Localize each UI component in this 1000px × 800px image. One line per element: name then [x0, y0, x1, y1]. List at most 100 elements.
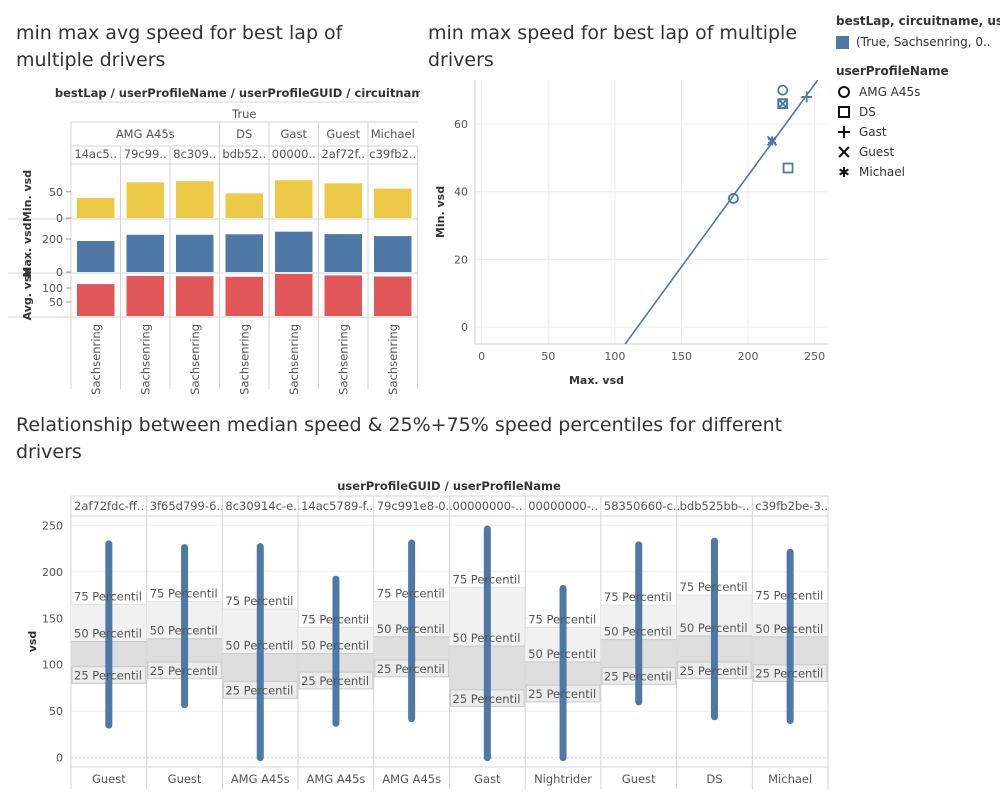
column-name-label: AMG A45s: [307, 772, 366, 786]
bar-maxvsd-2: [176, 234, 214, 272]
column-name-label: AMG A45s: [382, 772, 441, 786]
shape-legend-item-guest[interactable]: Guest: [836, 142, 1000, 162]
guid-label: c39fb2..: [369, 147, 416, 161]
circuit-label: Sachsenring: [287, 324, 301, 394]
column-name-label: Gast: [474, 772, 501, 786]
row-tick-label: 100: [42, 282, 63, 295]
bar-minvsd-3: [225, 193, 263, 218]
p25-label: 25 Percentil: [755, 667, 823, 681]
legend-symbol: [839, 167, 849, 177]
p25-label: 25 Percentil: [225, 683, 293, 697]
row-tick-label: 0: [56, 212, 63, 225]
shape-legend-label: DS: [859, 105, 876, 119]
p75-label: 75 Percentil: [604, 590, 672, 604]
guid-label: 14ac5..: [74, 147, 117, 161]
guid-label: 3f65d799-6..: [150, 499, 224, 513]
circuit-label: Sachsenring: [237, 324, 251, 394]
y-tick-label: 200: [42, 566, 63, 579]
bar-avgvsd-5: [324, 275, 362, 316]
p50-label: 50 Percentil: [453, 631, 521, 645]
circle-icon: [838, 86, 850, 98]
boxplot-chart: userProfileGUID / userProfileName 0 50 100 1…: [26, 479, 829, 789]
group-label: Gast: [281, 127, 308, 141]
shape-legend-item-ds[interactable]: DS: [836, 102, 1000, 122]
p25-label: 25 Percentil: [528, 687, 596, 701]
group-label: AMG A45s: [116, 127, 175, 141]
x-tick-label: 150: [671, 350, 692, 363]
scatter-chart: 0 50 100 150 200 250 0 20 40 60 Max. vsd Min. vsd: [434, 80, 828, 387]
color-legend-item[interactable]: (True, Sachsenring, 0..: [836, 32, 1000, 52]
point-circle-1: [777, 84, 789, 96]
point-cross-6: [777, 98, 788, 109]
y-axis-title: Min. vsd: [434, 186, 447, 238]
row-tick-label: 50: [49, 186, 63, 199]
p75-label: 75 Percentil: [225, 594, 293, 608]
bar-maxvsd-1: [126, 234, 164, 272]
point-square-4: [782, 162, 794, 174]
legend: bestLap, circuitname, use.. (True, Sachs…: [836, 14, 1000, 182]
bar-avgvsd-1: [126, 275, 164, 316]
y-tick-label: 100: [42, 659, 63, 672]
guid-label: 8c309..: [173, 147, 216, 161]
y-axis-title: vsd: [26, 631, 39, 653]
bar-maxvsd-0: [77, 241, 115, 272]
legend-symbol: [838, 146, 850, 158]
x-tick-label: 250: [804, 350, 825, 363]
bar-minvsd-2: [176, 181, 214, 218]
bar-minvsd-4: [275, 180, 313, 218]
guid-label: 00000000-..: [528, 499, 598, 513]
p50-label: 50 Percentil: [755, 622, 823, 636]
y-tick-label: 20: [454, 253, 468, 266]
y-tick-label: 40: [454, 186, 468, 199]
p50-label: 50 Percentil: [150, 624, 218, 638]
shape-legend-title: userProfileName: [836, 64, 949, 78]
point-plus-5: [801, 91, 813, 103]
p25-label: 25 Percentil: [74, 669, 142, 683]
row-axis-title: Min. vsd: [21, 170, 34, 222]
guid-label: 00000..: [272, 147, 316, 161]
shape-legend-item-amg-a45s[interactable]: AMG A45s: [836, 82, 1000, 102]
x-tick-label: 100: [604, 350, 625, 363]
y-tick-label: 60: [454, 118, 468, 131]
point-square-3: [777, 98, 789, 110]
bar-maxvsd-6: [374, 236, 412, 272]
bar-maxvsd-3: [225, 234, 263, 272]
circuit-label: Sachsenring: [89, 324, 103, 394]
p75-label: 75 Percentil: [301, 613, 369, 627]
y-tick-label: 250: [42, 519, 63, 532]
x-tick-label: 50: [541, 350, 555, 363]
group-label: Michael: [371, 127, 415, 141]
shape-legend-item-gast[interactable]: Gast: [836, 122, 1000, 142]
y-tick-label: 0: [461, 321, 468, 334]
p50-label: 50 Percentil: [74, 627, 142, 641]
cross-icon: [838, 146, 850, 158]
group-label: DS: [236, 127, 252, 141]
column-name-label: Michael: [768, 772, 812, 786]
shape-legend-label: AMG A45s: [859, 85, 921, 99]
p75-label: 75 Percentil: [74, 589, 142, 603]
row-tick-label: 0: [56, 266, 63, 279]
guid-label: 58350660-c..: [604, 499, 680, 513]
p25-label: 25 Percentil: [377, 662, 445, 676]
shape-legend-item-michael[interactable]: Michael: [836, 162, 1000, 182]
p25-label: 25 Percentil: [301, 674, 369, 688]
guid-label: 2af72f..: [321, 147, 365, 161]
color-legend-label: (True, Sachsenring, 0..: [856, 35, 991, 49]
p50-label: 50 Percentil: [680, 621, 748, 635]
x-tick-label: 0: [478, 350, 485, 363]
bar-header: bestLap / userProfileName / userProfileG…: [55, 86, 420, 100]
y-tick-label: 150: [42, 612, 63, 625]
p75-label: 75 Percentil: [755, 588, 823, 602]
p25-label: 25 Percentil: [680, 664, 748, 678]
column-name-label: Guest: [92, 772, 126, 786]
bar-minvsd-5: [324, 183, 362, 218]
p75-label: 75 Percentil: [528, 613, 596, 627]
guid-label: 14ac5789-f..: [301, 499, 373, 513]
guid-label: bdb525bb-..: [680, 499, 750, 513]
legend-symbol: [838, 86, 850, 98]
column-name-label: Guest: [622, 772, 656, 786]
circuit-label: Sachsenring: [336, 324, 350, 394]
y-tick-label: 0: [56, 752, 63, 765]
bar-avgvsd-2: [176, 276, 214, 316]
p50-label: 50 Percentil: [528, 647, 596, 661]
